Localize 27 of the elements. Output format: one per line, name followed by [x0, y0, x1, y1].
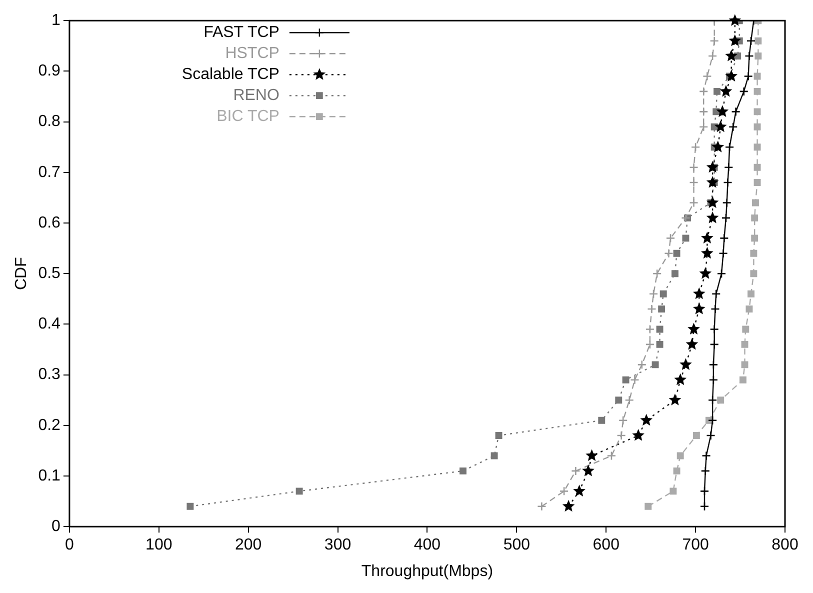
- x-axis-title: Throughput(Mbps): [361, 562, 494, 580]
- legend-label: FAST TCP: [204, 24, 280, 42]
- y-tick-label: 0.3: [38, 366, 61, 384]
- y-axis-title: CDF: [13, 256, 30, 290]
- y-tick-label: 0.7: [38, 164, 61, 181]
- y-tick-label: 0: [52, 518, 61, 536]
- x-tick-label: 400: [414, 536, 441, 554]
- y-tick-label: 0.6: [38, 214, 61, 232]
- x-tick-label: 600: [592, 536, 620, 554]
- y-tick-label: 0.4: [38, 316, 61, 333]
- y-tick-label: 0.2: [38, 416, 61, 434]
- x-tick-label: 200: [234, 536, 262, 554]
- y-tick-label: 0.9: [38, 62, 61, 80]
- x-tick-label: 0: [64, 536, 74, 554]
- x-tick-label: 800: [772, 536, 798, 554]
- legend-label: Scalable TCP: [182, 66, 280, 84]
- x-tick-label: 500: [503, 536, 530, 554]
- x-tick-label: 300: [324, 536, 352, 554]
- x-tick-label: 700: [682, 536, 709, 554]
- y-tick-label: 0.5: [38, 265, 61, 282]
- y-tick-label: 0.8: [38, 113, 61, 130]
- y-tick-label: 1: [52, 12, 61, 30]
- x-tick-label: 100: [146, 536, 172, 554]
- y-tick-label: 0.1: [38, 467, 61, 484]
- legend-label: BIC TCP: [216, 108, 280, 126]
- legend-label: HSTCP: [225, 45, 280, 62]
- legend-label: RENO: [233, 87, 280, 104]
